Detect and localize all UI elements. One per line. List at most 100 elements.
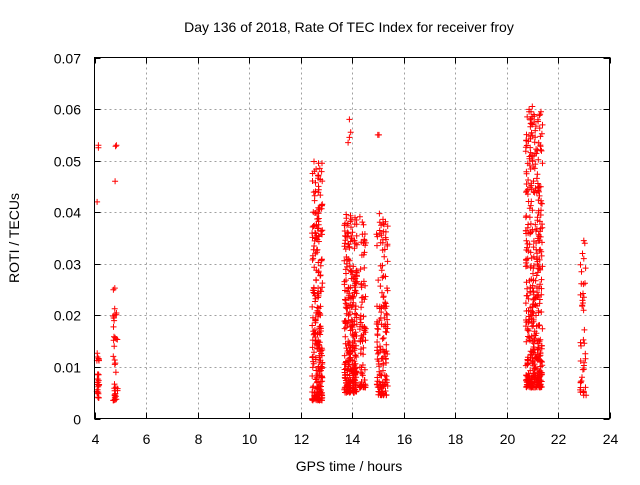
data-point (357, 319, 364, 326)
data-point (351, 274, 358, 280)
data-point (341, 281, 348, 288)
data-point (577, 291, 584, 298)
data-point (310, 314, 316, 321)
data-point (378, 309, 385, 316)
data-point (347, 129, 354, 136)
data-point (352, 360, 359, 367)
data-point (345, 241, 352, 248)
data-point (580, 307, 587, 314)
data-point (530, 265, 537, 272)
data-point (94, 198, 101, 205)
data-point (531, 340, 537, 347)
data-point (580, 237, 587, 244)
data-point (530, 253, 537, 260)
x-tick-label: 24 (603, 431, 619, 447)
data-point (316, 165, 323, 172)
data-point (383, 341, 390, 348)
data-point (523, 230, 530, 237)
data-point (352, 303, 359, 310)
data-point (529, 121, 536, 128)
data-point (361, 231, 368, 237)
data-point (384, 241, 391, 248)
data-point (579, 366, 586, 373)
data-point (317, 262, 324, 269)
y-tick-label: 0.04 (54, 205, 81, 221)
data-point (533, 226, 540, 232)
data-point (358, 281, 365, 288)
data-point (348, 348, 354, 355)
data-point (343, 310, 350, 317)
data-point (384, 311, 391, 318)
data-point (309, 354, 316, 361)
data-point (315, 313, 321, 320)
data-point (349, 378, 356, 384)
data-point (111, 305, 118, 312)
data-point (319, 284, 326, 291)
data-point (350, 389, 357, 396)
data-point (533, 383, 540, 390)
data-point (527, 220, 534, 227)
data-point (534, 214, 541, 221)
data-point (378, 222, 385, 229)
data-point (353, 321, 360, 328)
data-point (534, 256, 541, 263)
data-point (360, 240, 367, 247)
data-point (112, 178, 119, 185)
data-point (356, 213, 363, 220)
data-point (532, 127, 539, 134)
data-point (376, 368, 383, 375)
data-point (527, 311, 534, 318)
data-point (342, 246, 349, 253)
data-point (379, 346, 386, 353)
data-point (376, 227, 383, 234)
data-point (533, 175, 540, 182)
data-point (311, 192, 318, 199)
data-point (524, 263, 531, 269)
data-point (313, 309, 320, 316)
data-point (309, 344, 316, 351)
data-point (529, 103, 536, 110)
data-point (313, 277, 320, 284)
data-point (351, 337, 358, 344)
data-point (345, 388, 352, 395)
data-point (531, 336, 538, 343)
data-point (357, 316, 364, 323)
data-point (318, 168, 325, 175)
data-point (374, 242, 380, 249)
data-point (384, 325, 391, 332)
data-point (529, 304, 536, 311)
data-point (535, 231, 542, 238)
data-point (112, 311, 118, 318)
data-point (537, 281, 544, 288)
data-point (343, 270, 349, 277)
data-point (348, 316, 355, 323)
data-point (314, 391, 321, 398)
data-point (309, 396, 316, 403)
data-point (319, 359, 326, 366)
data-point (112, 369, 119, 376)
data-point (533, 150, 540, 157)
data-point (95, 355, 102, 362)
data-point (341, 243, 348, 250)
data-point (523, 131, 530, 138)
data-point (524, 255, 531, 262)
data-point (528, 229, 534, 236)
x-tick-label: 6 (143, 431, 151, 447)
data-point (346, 116, 353, 123)
data-point (317, 228, 324, 235)
data-points (93, 103, 590, 404)
data-point (346, 378, 352, 385)
data-point (352, 240, 359, 247)
data-point (536, 368, 543, 375)
data-point (315, 183, 322, 190)
data-point (539, 325, 546, 332)
data-point (359, 338, 366, 345)
data-point (539, 239, 545, 246)
data-point (349, 344, 356, 351)
data-point (524, 285, 531, 292)
data-point (309, 389, 316, 395)
data-point (376, 378, 383, 385)
data-point (373, 231, 380, 238)
data-point (379, 379, 386, 386)
data-point (374, 318, 380, 325)
